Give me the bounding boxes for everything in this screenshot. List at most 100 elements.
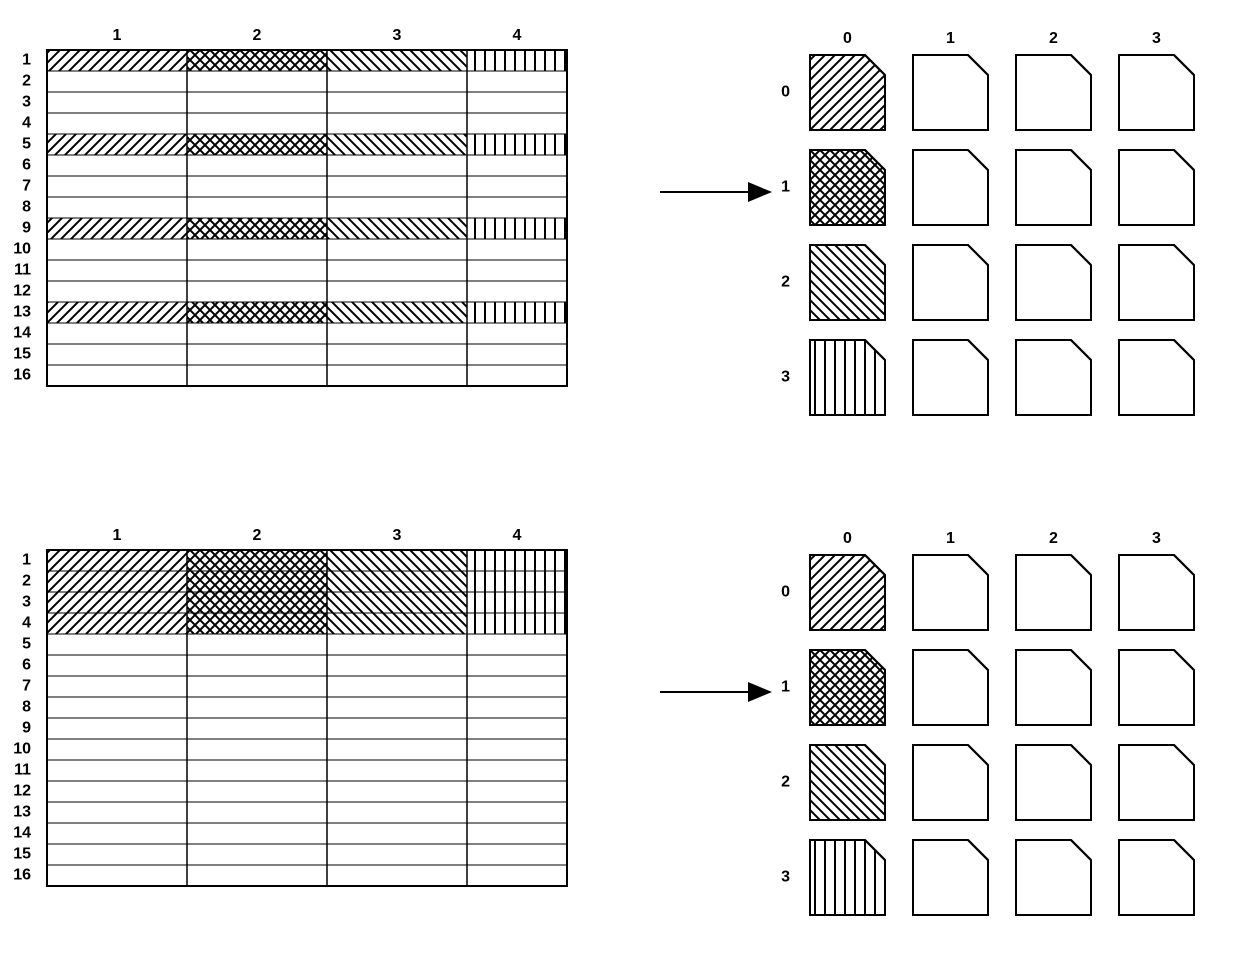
label: 13: [13, 804, 31, 821]
grid-cell: [810, 340, 885, 415]
label: 12: [13, 283, 31, 300]
grid-cell: [1119, 245, 1194, 320]
label: 4: [513, 27, 522, 44]
label: 2: [22, 73, 31, 90]
table-cell-filled: [187, 592, 327, 613]
label: 4: [513, 527, 522, 544]
grid-cell: [1016, 840, 1091, 915]
label: 3: [22, 594, 31, 611]
table-cell-filled: [467, 613, 567, 634]
label: 3: [1152, 530, 1161, 547]
label: 0: [843, 30, 852, 47]
grid-cell: [1016, 55, 1091, 130]
grid-cell: [1016, 150, 1091, 225]
label: 16: [13, 867, 31, 884]
label: 2: [253, 27, 262, 44]
grid-cell: [913, 650, 988, 725]
table-cell-filled: [47, 592, 187, 613]
label: 1: [781, 179, 790, 196]
label: 2: [22, 573, 31, 590]
grid-cell: [1119, 55, 1194, 130]
label: 1: [22, 552, 31, 569]
grid-cell: [810, 55, 885, 130]
label: 15: [13, 346, 31, 363]
table-cell-filled: [47, 134, 187, 155]
label: 11: [14, 762, 31, 779]
table-cell-filled: [467, 50, 567, 71]
grid-cell: [810, 555, 885, 630]
grid-cell: [1119, 650, 1194, 725]
label: 2: [781, 774, 790, 791]
label: 7: [22, 678, 31, 695]
table-cell-filled: [47, 302, 187, 323]
label: 2: [1049, 30, 1058, 47]
label: 2: [781, 274, 790, 291]
grid-cell: [1016, 650, 1091, 725]
grid-cell: [913, 150, 988, 225]
label: 3: [22, 94, 31, 111]
label: 16: [13, 367, 31, 384]
label: 8: [22, 699, 31, 716]
label: 2: [253, 527, 262, 544]
label: 10: [13, 241, 31, 258]
table-cell-filled: [467, 302, 567, 323]
grid-cell: [913, 555, 988, 630]
label: 6: [22, 657, 31, 674]
label: 2: [1049, 530, 1058, 547]
label: 1: [946, 530, 955, 547]
label: 11: [14, 262, 31, 279]
grid-cell: [913, 840, 988, 915]
table-cell-filled: [47, 613, 187, 634]
label: 5: [22, 136, 31, 153]
table-cell-filled: [327, 613, 467, 634]
table-cell-filled: [187, 613, 327, 634]
diagram-canvas: 1234123456789101112131415160123012312341…: [0, 0, 1240, 969]
label: 15: [13, 846, 31, 863]
label: 10: [13, 741, 31, 758]
table-cell-filled: [187, 50, 327, 71]
label: 3: [781, 369, 790, 386]
grid-cell: [1119, 745, 1194, 820]
table-cell-filled: [327, 50, 467, 71]
table-cell-filled: [187, 571, 327, 592]
table-cell-filled: [187, 218, 327, 239]
table-cell-filled: [187, 134, 327, 155]
grid-cell: [810, 650, 885, 725]
grid-cell: [913, 55, 988, 130]
table-cell-filled: [327, 302, 467, 323]
label: 0: [781, 84, 790, 101]
table-cell-filled: [327, 134, 467, 155]
grid-cell: [1119, 340, 1194, 415]
label: 14: [13, 825, 31, 842]
grid-cell: [913, 745, 988, 820]
table-cell-filled: [47, 218, 187, 239]
table-cell-filled: [467, 218, 567, 239]
label: 5: [22, 636, 31, 653]
label: 4: [22, 115, 31, 132]
grid-cell: [810, 245, 885, 320]
label: 0: [843, 530, 852, 547]
table-cell-filled: [467, 571, 567, 592]
grid-cell: [1016, 245, 1091, 320]
table-cell-filled: [187, 550, 327, 571]
label: 3: [393, 27, 402, 44]
label: 0: [781, 584, 790, 601]
label: 14: [13, 325, 31, 342]
grid-cell: [810, 150, 885, 225]
grid-cell: [913, 340, 988, 415]
label: 9: [22, 720, 31, 737]
grid-cell: [1016, 555, 1091, 630]
grid-cell: [1016, 340, 1091, 415]
grid-cell: [810, 840, 885, 915]
table-cell-filled: [467, 592, 567, 613]
grid-cell: [1016, 745, 1091, 820]
grid-cell: [1119, 840, 1194, 915]
label: 1: [113, 527, 122, 544]
label: 12: [13, 783, 31, 800]
label: 1: [946, 30, 955, 47]
table-cell-filled: [327, 592, 467, 613]
grid-cell: [810, 745, 885, 820]
table-cell-filled: [47, 571, 187, 592]
label: 3: [1152, 30, 1161, 47]
label: 7: [22, 178, 31, 195]
